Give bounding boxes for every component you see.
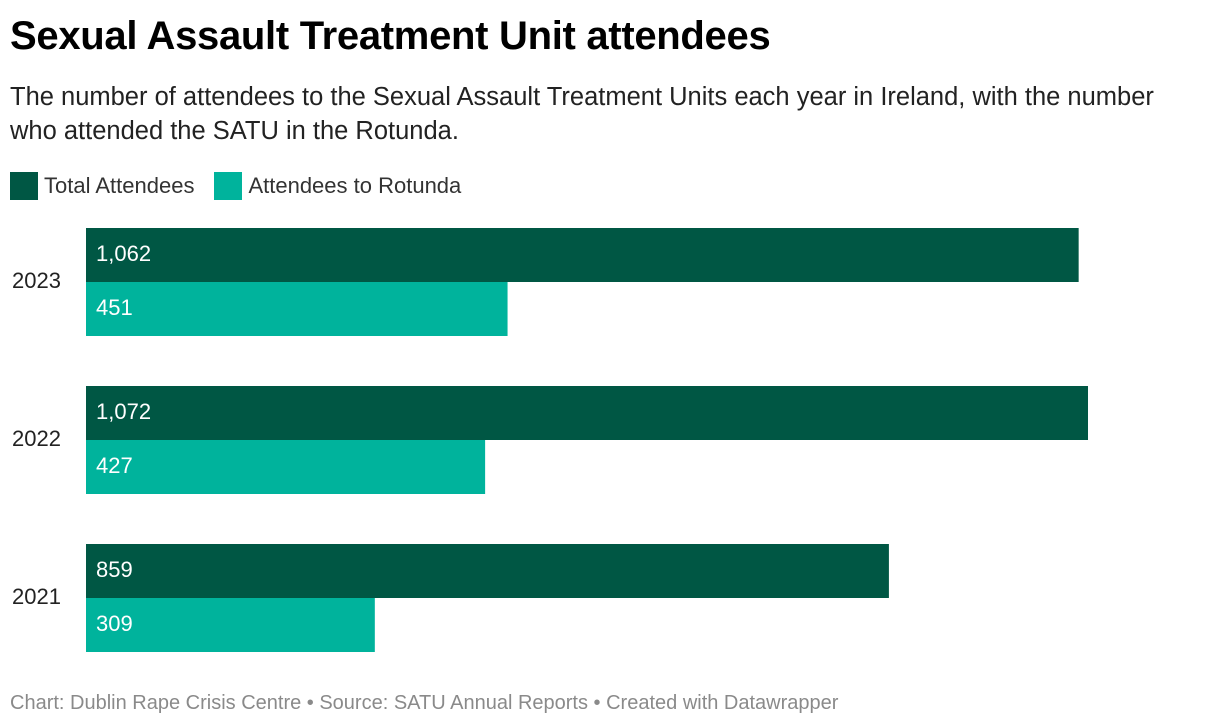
legend-item-total: Total Attendees	[10, 172, 194, 200]
bar-2023-total	[86, 228, 1079, 282]
legend-item-rotunda: Attendees to Rotunda	[214, 172, 461, 200]
legend-label-rotunda: Attendees to Rotunda	[248, 173, 462, 198]
bar-2023-rotunda	[86, 282, 508, 336]
category-label-2023: 2023	[12, 268, 61, 293]
value-label-2021-rotunda: 309	[96, 611, 133, 636]
value-label-2022-total: 1,072	[96, 399, 151, 424]
bar-2022-total	[86, 386, 1088, 440]
bar-2021-total	[86, 544, 889, 598]
chart-subtitle: The number of attendees to the Sexual As…	[10, 83, 1154, 145]
legend-label-total: Total Attendees	[44, 173, 195, 198]
bar-2021-rotunda	[86, 598, 375, 652]
category-label-2022: 2022	[12, 426, 61, 451]
legend: Total Attendees Attendees to Rotunda	[10, 172, 481, 200]
category-label-2021: 2021	[12, 584, 61, 609]
chart-title: Sexual Assault Treatment Unit attendees	[10, 14, 771, 58]
legend-swatch-total	[10, 172, 38, 200]
legend-swatch-rotunda	[214, 172, 243, 200]
bar-chart: 2023 1,062 451 2022 1,072 427 2021 859 309	[0, 220, 1220, 665]
bar-chart-svg: 2023 1,062 451 2022 1,072 427 2021 859 309	[12, 228, 1088, 652]
value-label-2022-rotunda: 427	[96, 453, 133, 478]
chart-footer: Chart: Dublin Rape Crisis Centre • Sourc…	[10, 692, 839, 714]
value-label-2021-total: 859	[96, 557, 133, 582]
bar-2022-rotunda	[86, 440, 486, 494]
value-label-2023-rotunda: 451	[96, 295, 133, 320]
value-label-2023-total: 1,062	[96, 241, 151, 266]
